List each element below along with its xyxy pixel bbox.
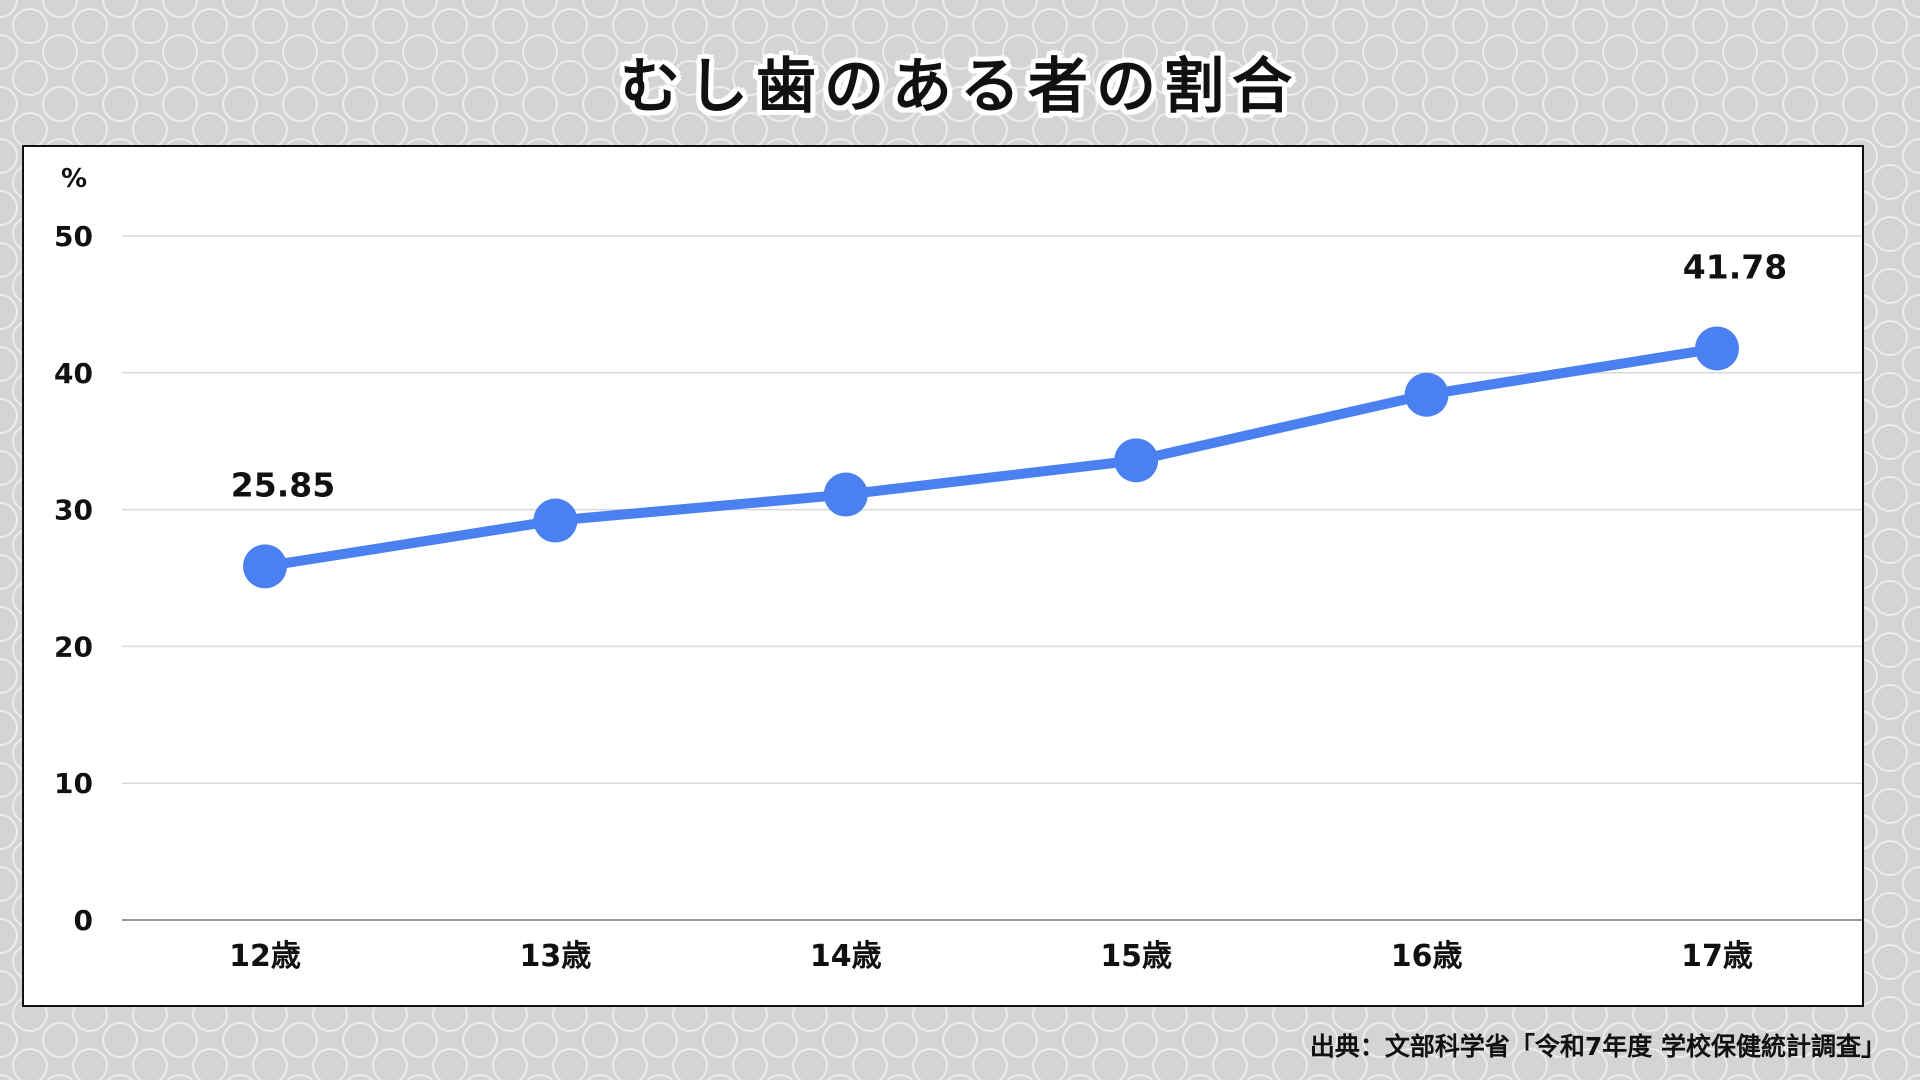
x-tick-label: 13歳	[520, 939, 592, 974]
x-tick-label: 14歳	[810, 939, 882, 974]
x-tick-label: 15歳	[1100, 939, 1172, 974]
data-point	[243, 544, 287, 589]
x-tick-label: 16歳	[1391, 939, 1463, 974]
data-label: 41.78	[1683, 247, 1787, 286]
chart-title: むし歯のある者の割合	[620, 52, 1300, 122]
grid-lines	[122, 235, 1862, 784]
y-tick-label: 0	[74, 904, 93, 937]
y-axis-unit-label: %	[61, 164, 87, 194]
y-tick-label: 40	[54, 357, 93, 390]
series-line	[260, 343, 1722, 572]
x-tick-label: 17歳	[1681, 939, 1753, 974]
x-tick-label: 12歳	[229, 939, 301, 974]
data-point	[1695, 326, 1739, 371]
data-point	[823, 472, 868, 517]
labels: 25.85 41.78	[231, 247, 1787, 504]
y-tick-label: 50	[54, 220, 93, 253]
data-point	[533, 498, 578, 543]
data-point	[1404, 372, 1449, 417]
y-tick-label: 20	[54, 630, 93, 663]
y-tick-label: 10	[54, 767, 93, 800]
series	[243, 326, 1739, 589]
source-note: 出典：文部科学省「令和7年度 学校保健統計調査」	[1309, 1032, 1886, 1061]
y-tick-label: 30	[54, 494, 93, 527]
title-container: むし歯のある者の割合	[0, 38, 1920, 125]
data-point	[1114, 438, 1159, 483]
chart-panel	[22, 145, 1864, 1007]
axes: 0 10 20 30 40 50% 12歳 13歳 14歳 15歳 16歳 17歳	[54, 164, 1862, 974]
data-label: 25.85	[231, 465, 335, 504]
